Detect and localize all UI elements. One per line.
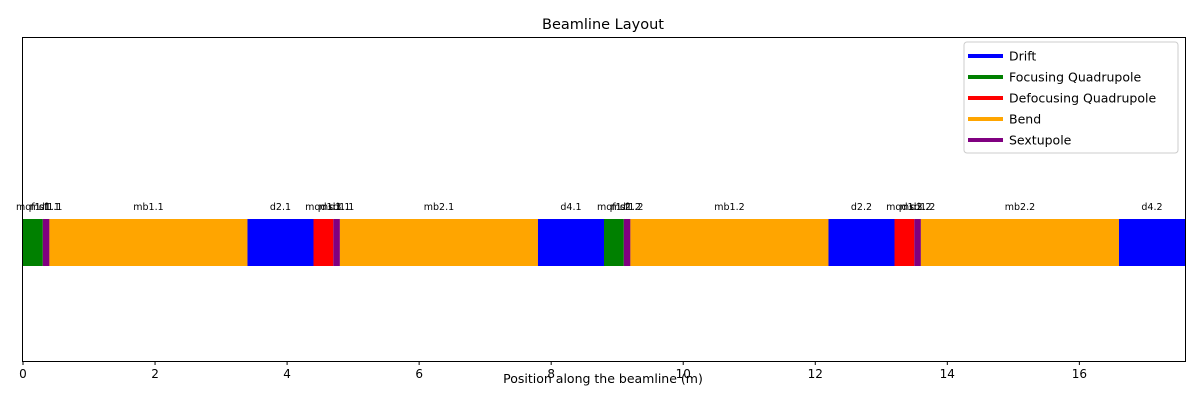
element-label-d1.1: d1.1 bbox=[39, 202, 60, 213]
chart-title: Beamline Layout bbox=[542, 17, 664, 33]
element-label-d2.2: d2.2 bbox=[851, 202, 872, 213]
legend-box bbox=[963, 41, 1179, 154]
element-label-msf1.1: msf1.1 bbox=[30, 202, 63, 213]
element-bar-mb1.1 bbox=[49, 219, 248, 266]
element-label-msd1.2: msd1.2 bbox=[900, 202, 935, 213]
element-label-mqf1.1: mqf1.1 bbox=[16, 202, 50, 213]
element-bar-d2.1 bbox=[247, 219, 314, 266]
element-bar-d4.1 bbox=[537, 219, 604, 266]
element-bar-d2.2 bbox=[828, 219, 895, 266]
element-label-mb2.1: mb2.1 bbox=[424, 202, 454, 213]
x-tick-label: 6 bbox=[415, 367, 423, 381]
element-bar-mqf1.2 bbox=[604, 219, 624, 266]
element-label-mb1.2: mb1.2 bbox=[714, 202, 744, 213]
element-bar-mb2.1 bbox=[339, 219, 538, 266]
element-label-mqd1.2: mqd1.2 bbox=[886, 202, 922, 213]
x-tick-label: 8 bbox=[547, 367, 555, 381]
x-axis-label: Position along the beamline (m) bbox=[503, 371, 703, 386]
element-label-d3.1: d3.1 bbox=[329, 202, 350, 213]
plot-frame bbox=[22, 37, 1186, 362]
element-label-mb2.2: mb2.2 bbox=[1005, 202, 1035, 213]
element-label-mb1.1: mb1.1 bbox=[133, 202, 163, 213]
element-bar-msd1.1 bbox=[333, 219, 340, 266]
legend-label: Defocusing Quadrupole bbox=[1009, 91, 1156, 106]
x-tick-label: 16 bbox=[1072, 367, 1087, 381]
x-tick-label: 0 bbox=[19, 367, 27, 381]
element-bar-msf1.1 bbox=[42, 219, 50, 266]
element-label-d2.1: d2.1 bbox=[270, 202, 291, 213]
x-axis-ticks: 0 2 4 6 8 10 12 14 16 bbox=[19, 361, 1087, 381]
x-tick-label: 2 bbox=[151, 367, 159, 381]
element-label-d3.2: d3.2 bbox=[910, 202, 931, 213]
x-tick-label: 12 bbox=[808, 367, 823, 381]
element-label-d1.2: d1.2 bbox=[620, 202, 641, 213]
legend-label: Drift bbox=[1009, 49, 1036, 64]
legend-label: Sextupole bbox=[1009, 133, 1072, 148]
element-bar-msf1.2 bbox=[623, 219, 631, 266]
element-bar-mb2.2 bbox=[920, 219, 1119, 266]
element-label-msf1.2: msf1.2 bbox=[611, 202, 644, 213]
element-bar-mqd1.1 bbox=[313, 219, 334, 266]
element-label-mqf1.2: mqf1.2 bbox=[597, 202, 631, 213]
element-bar-d4.2 bbox=[1118, 219, 1185, 266]
element-label-msd1.1: msd1.1 bbox=[319, 202, 354, 213]
legend: Drift Focusing Quadrupole Defocusing Quadr… bbox=[963, 41, 1179, 154]
element-bar-mb1.2 bbox=[630, 219, 829, 266]
x-tick-label: 14 bbox=[940, 367, 955, 381]
element-bar-mqf1.1 bbox=[23, 219, 43, 266]
element-label-mqd1.1: mqd1.1 bbox=[305, 202, 341, 213]
x-tick-label: 10 bbox=[676, 367, 691, 381]
element-label-d4.2: d4.2 bbox=[1141, 202, 1162, 213]
element-label-d4.1: d4.1 bbox=[560, 202, 581, 213]
beamline-elements bbox=[23, 219, 1185, 266]
legend-label: Focusing Quadrupole bbox=[1009, 70, 1141, 85]
element-bar-msd1.2 bbox=[914, 219, 921, 266]
element-bar-mqd1.2 bbox=[894, 219, 915, 266]
x-tick-label: 4 bbox=[283, 367, 291, 381]
legend-label: Bend bbox=[1009, 112, 1041, 127]
